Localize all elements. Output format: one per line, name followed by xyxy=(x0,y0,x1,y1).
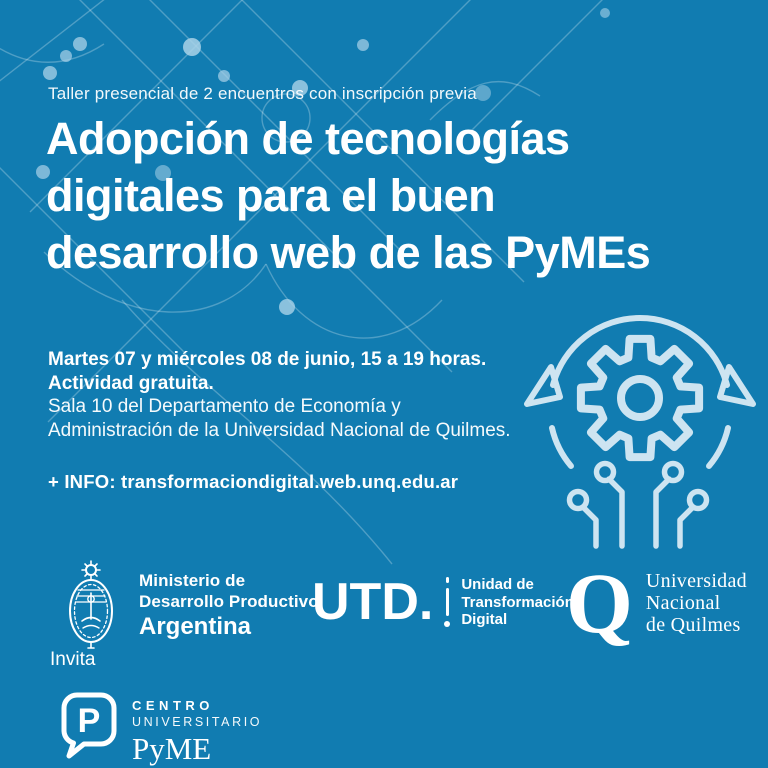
argentina-coat-of-arms-icon xyxy=(69,560,113,649)
pyme-name-line1: CENTRO xyxy=(132,698,214,713)
schedule-line-1: Martes 07 y miércoles 08 de junio, 15 a … xyxy=(48,349,487,370)
unq-q-mark: Q xyxy=(566,555,633,651)
unq-name-line1: Universidad xyxy=(645,570,747,592)
utd-divider xyxy=(444,577,451,628)
pyme-name-line2: UNIVERSITARIO xyxy=(132,715,263,729)
title-line-3: desarrollo web de las PyMEs xyxy=(46,227,651,278)
kicker-text: Taller presencial de 2 encuentros con in… xyxy=(48,84,477,103)
pyme-badge-icon: P xyxy=(61,692,117,759)
event-details: Martes 07 y miércoles 08 de junio, 15 a … xyxy=(48,348,568,442)
ministerio-name-line3: Argentina xyxy=(139,613,252,640)
info-url-line: + INFO: transformaciondigital.web.unq.ed… xyxy=(48,471,459,492)
unq-name-line3: de Quilmes xyxy=(645,614,741,636)
location-line-1: Sala 10 del Departamento de Economía y xyxy=(48,396,401,417)
pyme-initial: P xyxy=(78,702,101,740)
circuit-traces-icon xyxy=(566,460,710,549)
title-line-1: Adopción de tecnologías xyxy=(46,113,570,164)
pyme-logo: P CENTRO UNIVERSITARIO PyME xyxy=(60,691,262,765)
pyme-name-line3: PyME xyxy=(132,731,212,766)
utd-name-line2: Transformación xyxy=(461,593,574,611)
utd-acronym: UTD. xyxy=(312,573,434,632)
event-title: Adopción de tecnologías digitales para e… xyxy=(46,110,746,281)
gear-icon xyxy=(576,334,704,462)
unq-name-line2: Nacional xyxy=(645,592,721,614)
location-line-2: Administración de la Universidad Naciona… xyxy=(48,419,511,441)
title-line-2: digitales para el buen xyxy=(46,170,496,221)
schedule-line-2: Actividad gratuita. xyxy=(48,372,214,394)
utd-logo: UTD. Unidad de Transformación Digital xyxy=(312,576,574,629)
gear-circuit-illustration xyxy=(524,315,756,549)
invita-label: Invita xyxy=(50,649,96,670)
ministerio-logo: Ministerio de Desarrollo Productivo Arge… xyxy=(58,559,319,651)
utd-name-line3: Digital xyxy=(461,611,508,628)
cycle-arrow-icon xyxy=(524,315,756,469)
ministerio-name-line2: Desarrollo Productivo xyxy=(139,592,319,611)
utd-name-line1: Unidad de xyxy=(461,576,534,593)
unq-logo: Q Universidad Nacional de Quilmes xyxy=(566,555,747,651)
ministerio-name-line1: Ministerio de xyxy=(139,571,246,590)
